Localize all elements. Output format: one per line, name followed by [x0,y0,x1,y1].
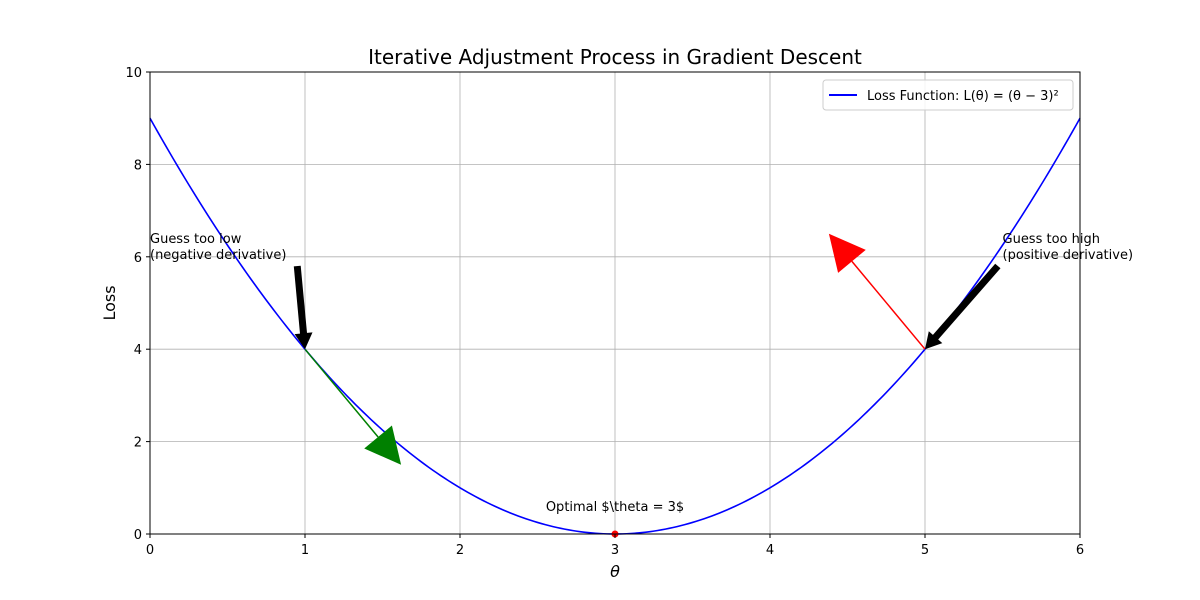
x-tick-label: 6 [1076,543,1084,558]
annotation-text: Guess too high [1003,232,1100,247]
y-tick-label: 0 [134,528,142,543]
annotation-text: (negative derivative) [150,248,286,263]
x-axis-ticks: 0 1 2 3 4 5 6 [146,534,1084,558]
y-tick-label: 2 [134,436,142,451]
step-arrow-shaft [304,348,379,438]
annotation-arrow [925,263,1001,350]
chart-title: Iterative Adjustment Process in Gradient… [368,45,862,69]
annotation-text: Guess too low [150,232,242,247]
y-axis-title: Loss [100,285,119,320]
x-tick-label: 5 [921,543,929,558]
x-axis-title: θ [610,562,620,581]
y-tick-label: 8 [134,158,142,173]
step-arrow-head [828,233,866,273]
x-tick-label: 1 [301,543,309,558]
annotation-text: (positive derivative) [1003,248,1134,263]
step-arrow-head [364,425,402,465]
arrow-layer [304,233,926,538]
y-tick-label: 10 [125,66,142,81]
annotation-arrow [293,265,313,350]
legend-label: Loss Function: L(θ) = (θ − 3)² [867,89,1059,104]
optimal-label: Optimal $\theta = 3$ [546,500,684,515]
y-tick-label: 4 [134,343,142,358]
x-tick-label: 2 [456,543,464,558]
y-tick-label: 6 [134,251,142,266]
x-tick-label: 3 [611,543,619,558]
legend-box [822,79,1074,111]
step-arrow-shaft [851,260,926,350]
x-tick-label: 4 [766,543,774,558]
legend: Loss Function: L(θ) = (θ − 3)² [822,79,1074,111]
annotation-layer: Optimal $\theta = 3$ Guess too low(negati… [150,232,1133,515]
y-axis-ticks: 0 2 4 6 8 10 [125,66,150,543]
x-tick-label: 0 [146,543,154,558]
